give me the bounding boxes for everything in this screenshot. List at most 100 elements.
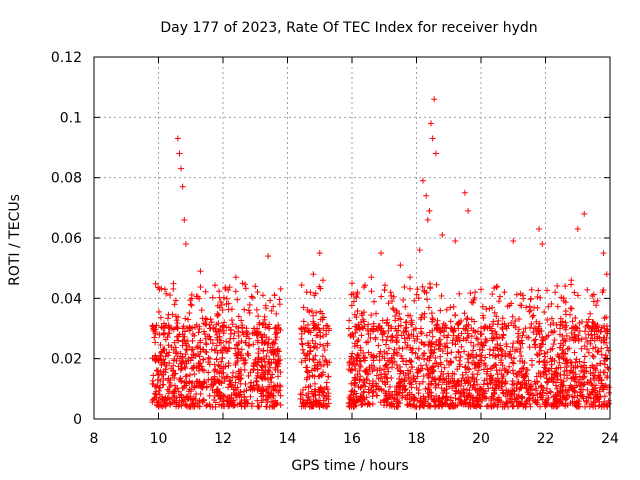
cloud-point bbox=[214, 331, 221, 338]
cloud-point bbox=[201, 378, 208, 385]
cloud-point bbox=[216, 401, 223, 408]
cloud-point bbox=[270, 387, 277, 394]
cloud-point bbox=[207, 336, 214, 343]
cloud-point bbox=[237, 380, 244, 387]
cloud-point bbox=[238, 346, 245, 353]
cloud-point bbox=[178, 391, 185, 398]
cloud-point bbox=[268, 374, 275, 381]
cloud-point bbox=[218, 358, 225, 365]
cloud-point bbox=[297, 391, 304, 398]
cloud-point bbox=[223, 295, 230, 302]
cloud-point bbox=[269, 402, 276, 409]
cloud-point bbox=[262, 375, 269, 382]
cloud-point bbox=[152, 280, 159, 287]
cloud-point bbox=[312, 365, 319, 372]
cloud-point bbox=[204, 333, 211, 340]
cloud-point bbox=[208, 319, 215, 326]
cloud-point bbox=[162, 403, 169, 410]
cloud-point bbox=[273, 329, 280, 336]
cloud-point bbox=[188, 302, 195, 309]
cloud-point bbox=[259, 383, 266, 390]
cloud-point bbox=[277, 369, 284, 376]
cloud-point bbox=[262, 392, 269, 399]
cloud-point bbox=[229, 369, 236, 376]
cloud-point bbox=[271, 348, 278, 355]
cloud-point bbox=[310, 356, 317, 363]
cloud-point bbox=[268, 359, 275, 366]
cloud-point bbox=[160, 381, 167, 388]
cloud-point bbox=[265, 359, 272, 366]
cloud-point bbox=[510, 360, 517, 367]
cloud-point bbox=[238, 317, 245, 324]
cloud-point bbox=[590, 291, 597, 298]
cloud-point bbox=[160, 330, 167, 337]
cloud-point bbox=[228, 326, 235, 333]
cloud-point bbox=[228, 317, 235, 324]
cloud-point bbox=[171, 392, 178, 399]
cloud-point bbox=[260, 355, 267, 362]
cloud-point bbox=[402, 303, 409, 310]
cloud-point bbox=[265, 367, 272, 374]
cloud-point bbox=[308, 403, 315, 410]
cloud-point bbox=[186, 310, 193, 317]
cloud-point bbox=[325, 373, 332, 380]
cloud-point bbox=[310, 344, 317, 351]
cloud-point bbox=[305, 390, 312, 397]
cloud-point bbox=[193, 391, 200, 398]
cloud-point bbox=[211, 367, 218, 374]
cloud-point bbox=[187, 403, 194, 410]
cloud-point bbox=[232, 350, 239, 357]
cloud-point bbox=[196, 403, 203, 410]
cloud-point bbox=[238, 338, 245, 345]
cloud-point bbox=[260, 369, 267, 376]
cloud-point bbox=[317, 285, 324, 292]
cloud-point bbox=[255, 354, 262, 361]
cloud-point bbox=[193, 321, 200, 328]
cloud-point bbox=[588, 332, 595, 339]
cloud-point bbox=[163, 350, 170, 357]
cloud-point bbox=[497, 293, 504, 300]
cloud-point bbox=[186, 324, 193, 331]
cloud-point bbox=[173, 317, 180, 324]
cloud-point bbox=[198, 363, 205, 370]
cloud-point bbox=[267, 344, 274, 351]
cloud-point bbox=[200, 346, 207, 353]
cloud-point bbox=[235, 325, 242, 332]
cloud-point bbox=[569, 318, 576, 325]
cloud-point bbox=[223, 338, 230, 345]
chart-title: Day 177 of 2023, Rate Of TEC Index for r… bbox=[160, 20, 537, 36]
cloud-point bbox=[268, 398, 275, 405]
cloud-point bbox=[168, 344, 175, 351]
cloud-point bbox=[545, 303, 552, 310]
cloud-point bbox=[242, 285, 249, 292]
cloud-point bbox=[179, 385, 186, 392]
cloud-point bbox=[241, 402, 248, 409]
cloud-point bbox=[260, 397, 267, 404]
cloud-point bbox=[162, 353, 169, 360]
cloud-point bbox=[298, 340, 305, 347]
cloud-point bbox=[272, 359, 279, 366]
cloud-point bbox=[170, 285, 177, 292]
cloud-point bbox=[312, 340, 319, 347]
cloud-point bbox=[274, 363, 281, 370]
cloud-point bbox=[215, 320, 222, 327]
cloud-point bbox=[223, 397, 230, 404]
cloud-point bbox=[324, 340, 331, 347]
cloud-point bbox=[438, 385, 445, 392]
cloud-point bbox=[153, 394, 160, 401]
cloud-point bbox=[155, 387, 162, 394]
cloud-point bbox=[235, 313, 242, 320]
cloud-point bbox=[201, 328, 208, 335]
cloud-point bbox=[223, 301, 230, 308]
cloud-point bbox=[191, 371, 198, 378]
cloud-point bbox=[163, 290, 170, 297]
cloud-point bbox=[320, 325, 327, 332]
cloud-point bbox=[197, 345, 204, 352]
cloud-point bbox=[437, 307, 444, 314]
cloud-point bbox=[172, 344, 179, 351]
cloud-point bbox=[268, 307, 275, 314]
cloud-point bbox=[214, 302, 221, 309]
cloud-point bbox=[229, 374, 236, 381]
cloud-point bbox=[319, 353, 326, 360]
